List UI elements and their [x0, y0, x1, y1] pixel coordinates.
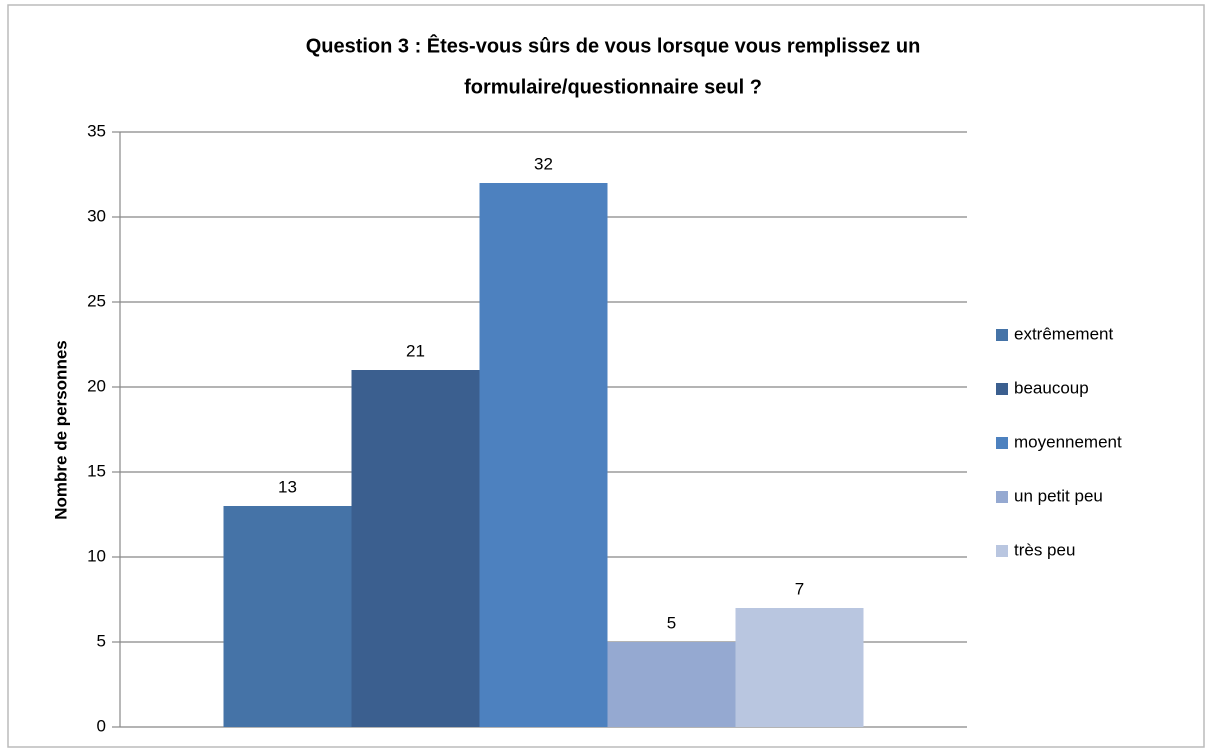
- legend-label: très peu: [1014, 540, 1075, 559]
- y-tick-label: 10: [87, 546, 106, 565]
- data-label: 13: [278, 477, 297, 496]
- legend-label: moyennement: [1014, 432, 1122, 451]
- y-axis-label: Nombre de personnes: [51, 340, 70, 520]
- y-tick-label: 30: [87, 206, 106, 225]
- data-label: 5: [667, 613, 676, 632]
- y-tick-label: 25: [87, 291, 106, 310]
- y-tick-label: 20: [87, 376, 106, 395]
- bar: [479, 183, 608, 727]
- y-tick-label: 15: [87, 461, 106, 480]
- legend-label: un petit peu: [1014, 486, 1103, 505]
- data-label: 7: [795, 579, 804, 598]
- bar: [223, 506, 352, 727]
- chart-title: Question 3 : Êtes-vous sûrs de vous lors…: [306, 33, 921, 57]
- legend-swatch: [996, 383, 1008, 395]
- legend-label: beaucoup: [1014, 378, 1089, 397]
- y-tick-label: 5: [97, 631, 106, 650]
- bar: [607, 642, 736, 727]
- legend-label: extrêmement: [1014, 324, 1113, 343]
- data-label: 21: [406, 341, 425, 360]
- chart-title: formulaire/questionnaire seul ?: [464, 76, 762, 98]
- y-tick-label: 35: [87, 121, 106, 140]
- legend-swatch: [996, 545, 1008, 557]
- data-label: 32: [534, 154, 553, 173]
- legend-swatch: [996, 329, 1008, 341]
- legend-swatch: [996, 491, 1008, 503]
- bar: [735, 608, 864, 727]
- bar: [351, 370, 480, 727]
- legend-swatch: [996, 437, 1008, 449]
- y-tick-label: 0: [97, 716, 106, 735]
